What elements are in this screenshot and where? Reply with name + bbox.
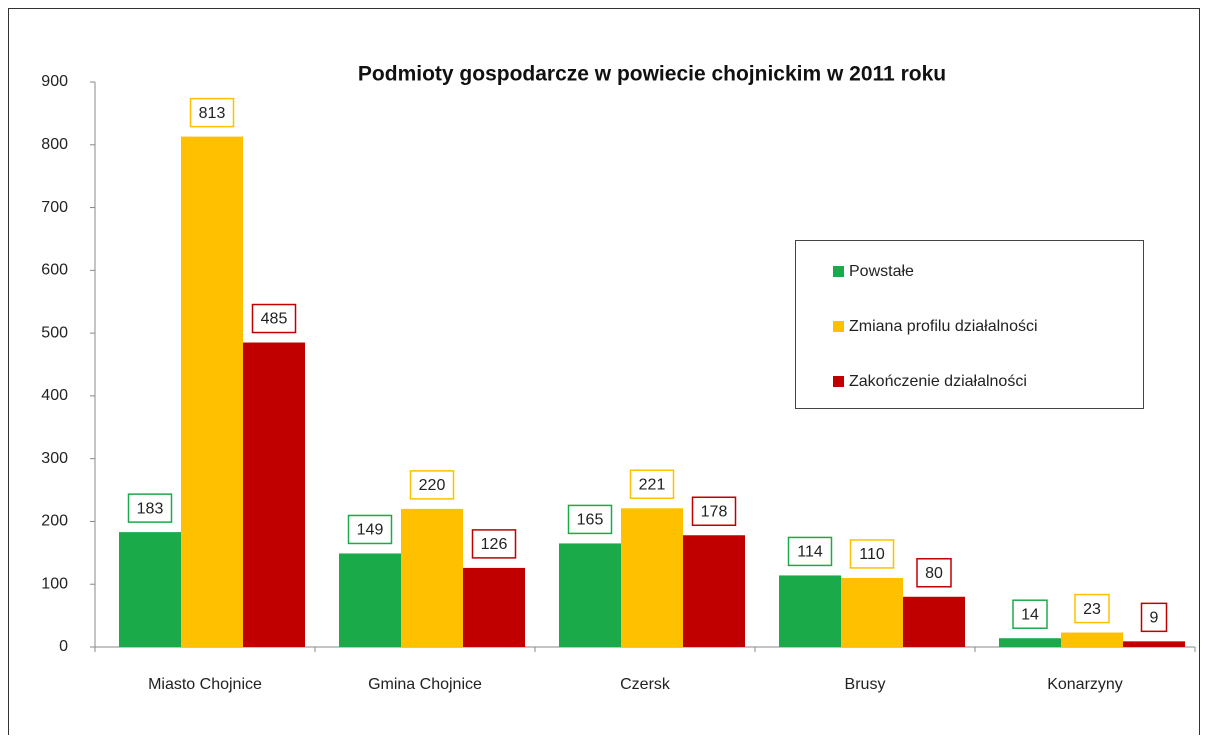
data-label: 14	[1021, 606, 1039, 623]
legend-label: Zakończenie działalności	[849, 373, 1027, 390]
data-label: 178	[701, 503, 728, 520]
data-label: 813	[199, 105, 226, 122]
bar	[621, 508, 683, 647]
data-label: 221	[639, 476, 666, 493]
y-tick-label: 0	[59, 638, 68, 655]
data-label-box	[1074, 593, 1110, 624]
x-tick-label: Miasto Chojnice	[148, 676, 262, 693]
bar	[1123, 641, 1185, 647]
data-label-box	[787, 536, 833, 567]
bar	[401, 508, 463, 647]
data-label-box	[127, 493, 173, 523]
data-label: 220	[419, 477, 446, 494]
legend-label: Zmiana profilu działalności	[849, 318, 1038, 335]
bar	[683, 535, 745, 647]
legend-label: Powstałe	[849, 263, 914, 280]
bar	[779, 575, 841, 647]
chart-title: Podmioty gospodarcze w powiecie chojnick…	[358, 63, 946, 86]
y-tick-label: 700	[41, 199, 68, 216]
data-label-box	[347, 514, 393, 545]
y-tick-label: 300	[41, 450, 68, 467]
data-label: 149	[357, 522, 384, 539]
data-label-box	[691, 496, 737, 527]
bar	[903, 596, 965, 647]
bar	[463, 567, 525, 647]
data-label-box	[1140, 602, 1168, 633]
data-label: 165	[577, 512, 604, 529]
data-label-box	[849, 539, 895, 569]
legend-swatch	[833, 266, 844, 277]
x-tick-label: Czersk	[620, 676, 671, 693]
bar	[119, 532, 181, 647]
data-label: 23	[1083, 601, 1101, 618]
data-label: 80	[925, 565, 943, 582]
data-label: 183	[137, 500, 164, 517]
bar	[841, 577, 903, 647]
data-label: 126	[481, 536, 508, 553]
data-label: 485	[261, 311, 288, 328]
bar	[181, 136, 243, 647]
y-tick-label: 900	[41, 73, 68, 90]
y-tick-label: 400	[41, 387, 68, 404]
x-tick-label: Konarzyny	[1047, 676, 1123, 693]
legend-box	[795, 240, 1144, 409]
data-label-box	[629, 469, 675, 500]
y-tick-label: 500	[41, 324, 68, 341]
data-label-box	[471, 529, 517, 559]
x-tick-label: Brusy	[845, 676, 886, 693]
data-label-box	[567, 504, 613, 535]
bar	[559, 543, 621, 647]
bar	[1061, 632, 1123, 647]
y-tick-label: 200	[41, 513, 68, 530]
x-tick-label: Gmina Chojnice	[368, 676, 482, 693]
data-label: 9	[1150, 610, 1159, 627]
data-label-box	[189, 97, 235, 128]
data-label-box	[409, 470, 455, 500]
bar	[999, 638, 1061, 647]
data-label: 114	[797, 544, 823, 561]
data-label-box	[916, 558, 952, 588]
data-label-box	[251, 303, 297, 334]
y-tick-label: 100	[41, 575, 68, 592]
bar	[339, 553, 401, 647]
y-tick-label: 800	[41, 136, 68, 153]
y-tick-label: 600	[41, 262, 68, 279]
bar	[243, 342, 305, 647]
data-label: 110	[859, 546, 885, 563]
legend-swatch	[833, 321, 844, 332]
legend-swatch	[833, 376, 844, 387]
data-label-box	[1012, 599, 1048, 629]
